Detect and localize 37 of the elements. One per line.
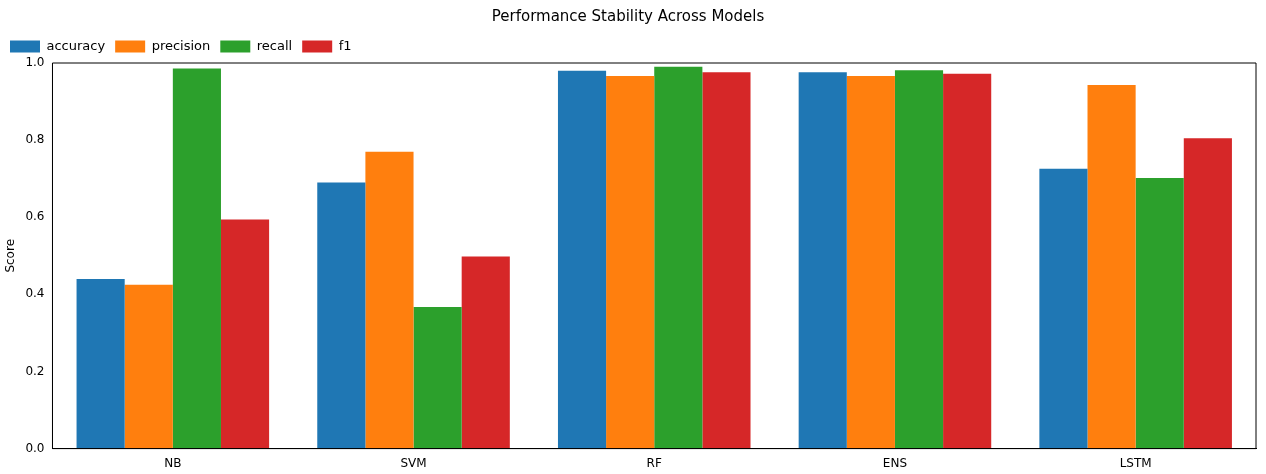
legend-label: precision <box>151 37 211 53</box>
y-tick-label: 0.4 <box>25 286 45 301</box>
bar <box>220 219 270 449</box>
bar <box>1039 168 1088 449</box>
x-tick-label: ENS <box>882 455 908 470</box>
bar <box>606 76 655 449</box>
bar <box>317 182 366 449</box>
y-tick-label: 0.6 <box>25 209 45 224</box>
bar <box>654 66 703 449</box>
y-tick-label: 0.0 <box>25 440 45 455</box>
legend-label: f1 <box>338 37 352 53</box>
bar <box>846 76 895 449</box>
x-tick-label: RF <box>646 455 662 470</box>
x-tick-label: LSTM <box>1119 455 1152 470</box>
bar <box>365 151 414 449</box>
bar <box>702 72 751 449</box>
y-tick-label: 1.0 <box>25 55 45 70</box>
y-tick-label: 0.8 <box>25 132 45 147</box>
bar <box>798 72 847 449</box>
bar <box>172 68 221 449</box>
bar <box>894 70 944 449</box>
bar <box>124 284 173 449</box>
bar <box>557 70 607 449</box>
chart-title: Performance Stability Across Models <box>491 6 765 25</box>
y-axis-title: Score <box>3 239 18 273</box>
x-tick-label: SVM <box>400 455 427 470</box>
bar <box>76 278 125 449</box>
bar <box>943 73 992 449</box>
x-tick-label: NB <box>164 455 182 470</box>
bar <box>1087 84 1136 449</box>
bar <box>461 256 510 449</box>
y-tick-label: 0.2 <box>25 363 45 378</box>
legend-label: recall <box>256 37 293 53</box>
bar <box>413 307 462 449</box>
bar <box>1135 177 1184 449</box>
legend-label: accuracy <box>46 37 106 53</box>
bar <box>1183 138 1232 449</box>
